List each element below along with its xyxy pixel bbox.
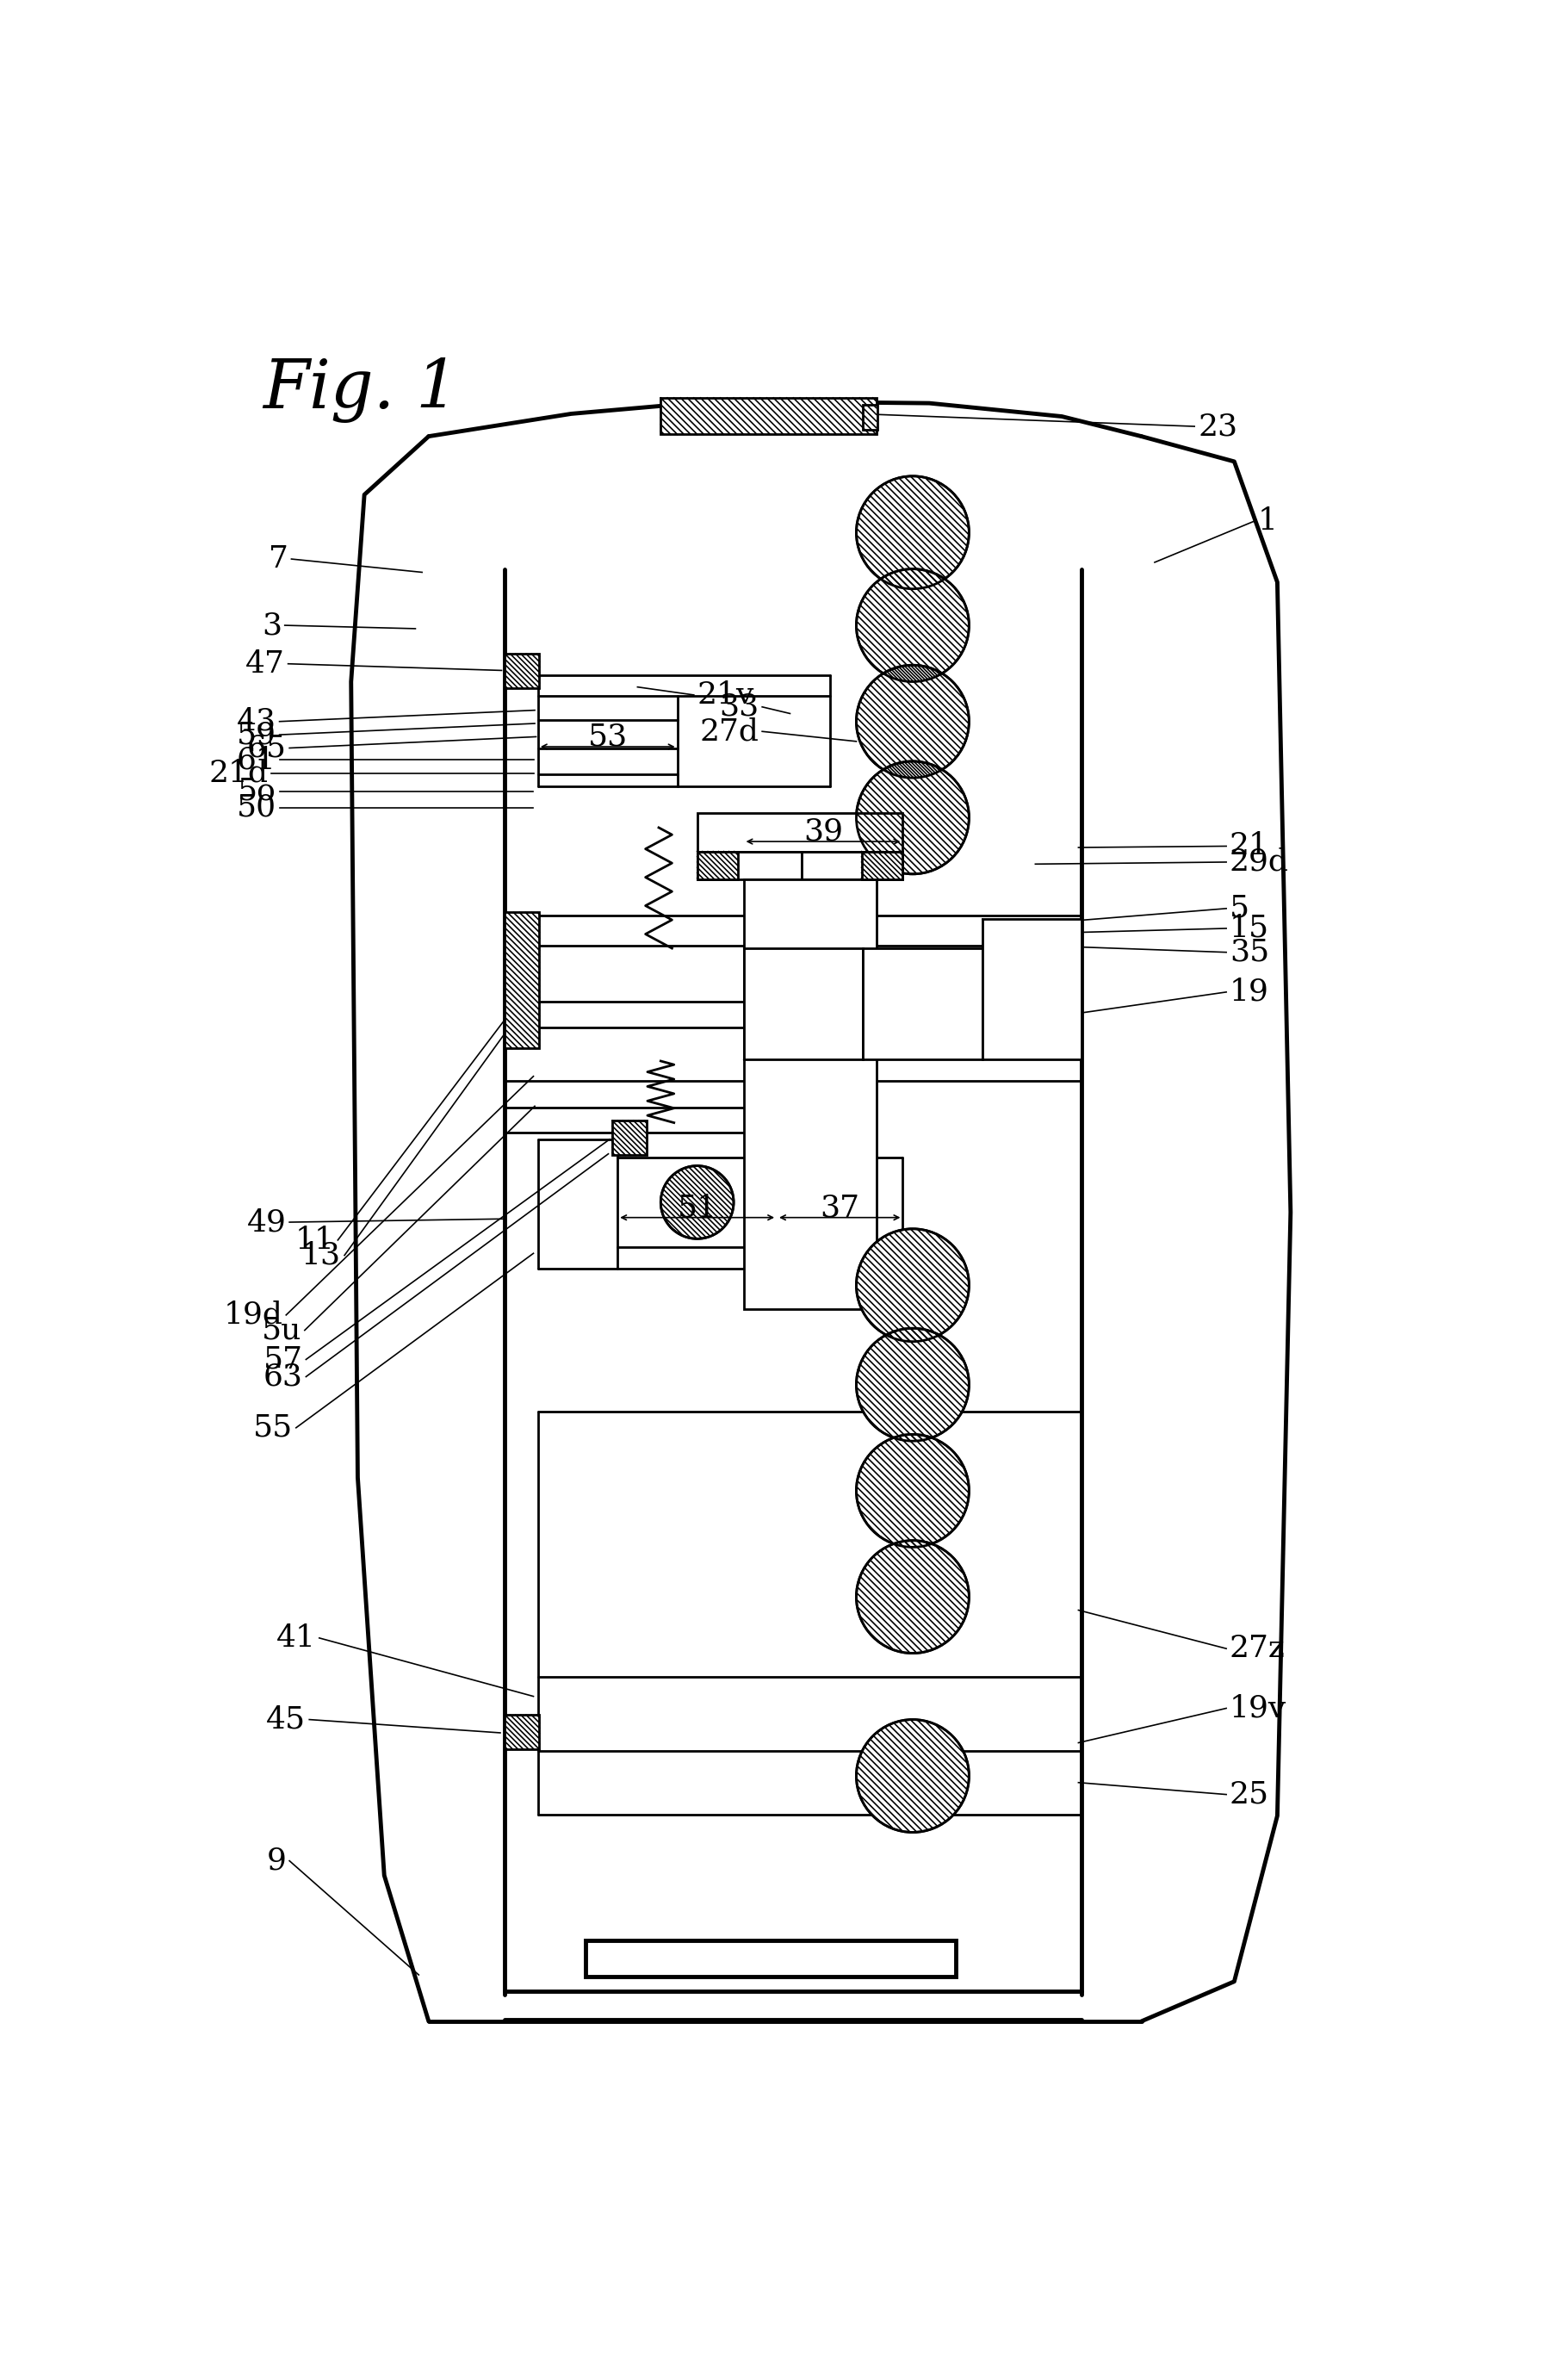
Text: 27z: 27z (1229, 1634, 1286, 1663)
Bar (801, 851, 903, 880)
Text: 25: 25 (1229, 1781, 1270, 1809)
Bar (613, 1121, 646, 1154)
Text: 55: 55 (252, 1414, 293, 1443)
Bar (861, 851, 903, 880)
Text: 19d: 19d (224, 1301, 282, 1329)
Text: 49: 49 (246, 1209, 285, 1237)
Text: 45: 45 (267, 1705, 306, 1734)
Text: 29d: 29d (1229, 847, 1289, 877)
Bar (698, 814, 903, 851)
Text: 35: 35 (1229, 937, 1270, 967)
Bar (743, 880, 877, 1310)
Circle shape (856, 1540, 969, 1653)
Text: 19v: 19v (1229, 1693, 1287, 1724)
Circle shape (856, 762, 969, 875)
Text: 53: 53 (588, 721, 627, 752)
Bar (862, 404, 878, 430)
Text: 23: 23 (1198, 412, 1237, 440)
Bar (505, 653, 539, 688)
Text: 3: 3 (262, 610, 282, 641)
Text: 15: 15 (1229, 913, 1270, 944)
Text: 7: 7 (268, 544, 289, 575)
Bar (505, 913, 539, 1048)
Bar (698, 851, 739, 880)
Text: 41: 41 (276, 1622, 315, 1653)
Text: 1: 1 (1258, 506, 1278, 537)
Circle shape (856, 1436, 969, 1547)
Text: 11: 11 (295, 1225, 334, 1256)
Circle shape (856, 475, 969, 589)
Text: 21d: 21d (209, 759, 268, 788)
Text: 59: 59 (237, 719, 276, 750)
Bar (743, 948, 862, 1060)
Circle shape (856, 1719, 969, 1833)
Bar (660, 397, 877, 435)
Bar (982, 920, 1082, 1060)
Text: 57: 57 (263, 1346, 303, 1374)
Text: 50: 50 (237, 792, 276, 823)
Text: 21: 21 (1229, 832, 1269, 861)
Text: 43: 43 (237, 707, 276, 736)
Text: 47: 47 (245, 648, 285, 679)
Circle shape (856, 1230, 969, 1341)
Text: 5: 5 (1229, 894, 1250, 922)
Circle shape (660, 1166, 734, 1239)
Text: 37: 37 (820, 1192, 859, 1223)
Text: 5o: 5o (237, 776, 276, 806)
Text: 39: 39 (803, 816, 844, 847)
Text: 65: 65 (246, 733, 285, 762)
Text: 33: 33 (720, 693, 759, 721)
Text: 13: 13 (301, 1242, 342, 1270)
Text: 51: 51 (677, 1192, 717, 1223)
Text: 19: 19 (1229, 977, 1269, 1007)
Text: 63: 63 (263, 1362, 303, 1391)
Text: 61: 61 (237, 745, 276, 776)
Text: 21v: 21v (698, 681, 754, 709)
Text: 5u: 5u (262, 1315, 301, 1346)
Text: Fig. 1: Fig. 1 (263, 357, 459, 423)
Text: 27d: 27d (699, 717, 759, 745)
Circle shape (856, 665, 969, 778)
Bar (698, 851, 801, 880)
Bar (586, 1939, 956, 1977)
Text: 9: 9 (267, 1847, 285, 1875)
Circle shape (856, 1329, 969, 1440)
Bar (505, 1715, 539, 1750)
Bar (862, 948, 982, 1060)
Circle shape (856, 570, 969, 681)
